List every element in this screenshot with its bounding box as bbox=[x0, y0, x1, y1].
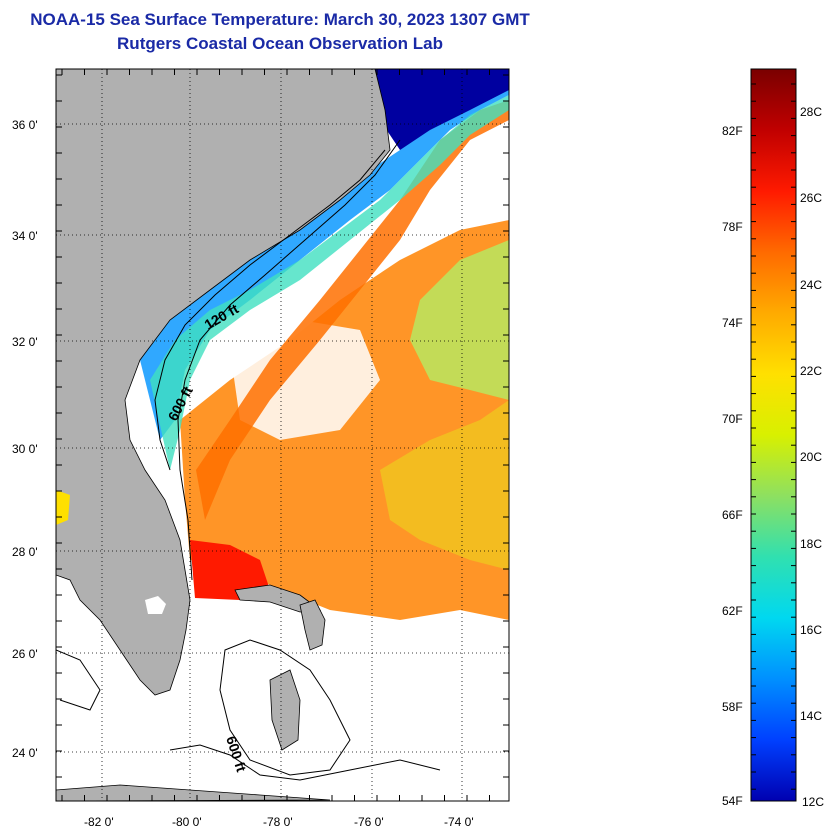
cb-label-58F: 58F bbox=[722, 700, 743, 714]
lon-label-82: -82 0' bbox=[84, 815, 114, 829]
us-mainland bbox=[56, 69, 391, 696]
lake-okeechobee bbox=[145, 596, 166, 614]
cb-label-24C: 24C bbox=[800, 278, 822, 292]
cb-label-62F: 62F bbox=[722, 604, 743, 618]
lon-label-74: -74 0' bbox=[444, 815, 474, 829]
cb-label-74F: 74F bbox=[722, 316, 743, 330]
cb-label-14C: 14C bbox=[800, 709, 822, 723]
red-water-region bbox=[190, 540, 270, 600]
bathymetry-bahamas-contour bbox=[219, 639, 351, 776]
colorbar bbox=[750, 68, 797, 802]
map-frame bbox=[55, 68, 510, 802]
lat-label-26: 26 0' bbox=[12, 647, 38, 661]
bahamas-abaco bbox=[299, 599, 326, 651]
bathymetry-gulf-contour bbox=[56, 649, 101, 711]
cb-label-70F: 70F bbox=[722, 412, 743, 426]
lat-label-24: 24 0' bbox=[12, 746, 38, 760]
map-plot-area bbox=[56, 69, 509, 801]
cb-label-20C: 20C bbox=[800, 450, 822, 464]
cb-label-22C: 22C bbox=[800, 364, 822, 378]
cb-label-26C: 26C bbox=[800, 191, 822, 205]
cuba-coast bbox=[56, 784, 331, 801]
cb-label-12C: 12C bbox=[802, 795, 824, 809]
map-ticks bbox=[56, 69, 509, 801]
lat-label-28: 28 0' bbox=[12, 545, 38, 559]
colorbar-ticks bbox=[751, 83, 796, 790]
cb-label-54F: 54F bbox=[722, 794, 743, 808]
lon-label-76: -76 0' bbox=[354, 815, 384, 829]
cb-label-66F: 66F bbox=[722, 508, 743, 522]
cb-label-18C: 18C bbox=[800, 537, 822, 551]
lat-label-30: 30 0' bbox=[12, 442, 38, 456]
lon-label-78: -78 0' bbox=[263, 815, 293, 829]
lat-label-32: 32 0' bbox=[12, 335, 38, 349]
bathymetry-600ft-contour bbox=[177, 139, 401, 581]
map-subtitle: Rutgers Coastal Ocean Observation Lab bbox=[117, 34, 443, 53]
bahamas-andros bbox=[269, 669, 301, 751]
cb-label-82F: 82F bbox=[722, 124, 743, 138]
colorbar-fahrenheit-labels: 82F 78F 74F 70F 66F 62F 58F 54F bbox=[722, 124, 743, 808]
cloud-gap-region bbox=[230, 320, 380, 440]
bathymetry-cuba-contour bbox=[169, 744, 441, 781]
latitude-labels: 36 0' 34 0' 32 0' 30 0' 28 0' 26 0' 24 0… bbox=[12, 118, 38, 760]
cb-label-16C: 16C bbox=[800, 623, 822, 637]
lat-label-36: 36 0' bbox=[12, 118, 38, 132]
map-title: NOAA-15 Sea Surface Temperature: March 3… bbox=[30, 10, 530, 29]
lon-label-80: -80 0' bbox=[172, 815, 202, 829]
longitude-labels: -82 0' -80 0' -78 0' -76 0' -74 0' bbox=[84, 815, 474, 829]
green-water-region bbox=[410, 240, 509, 400]
yellow-water-region bbox=[380, 400, 509, 570]
colorbar-celsius-labels: 28C 26C 24C 22C 20C 18C 16C 14C 12C bbox=[800, 105, 824, 809]
cb-label-78F: 78F bbox=[722, 220, 743, 234]
lat-label-34: 34 0' bbox=[12, 229, 38, 243]
florida-panhandle-edge bbox=[56, 490, 70, 525]
cb-label-28C: 28C bbox=[800, 105, 822, 119]
bathymetry-120ft-contour bbox=[154, 149, 386, 471]
shelf-water-cold bbox=[140, 69, 509, 440]
shelf-water-mid bbox=[150, 95, 509, 470]
chesapeake-cold-water bbox=[375, 69, 509, 150]
